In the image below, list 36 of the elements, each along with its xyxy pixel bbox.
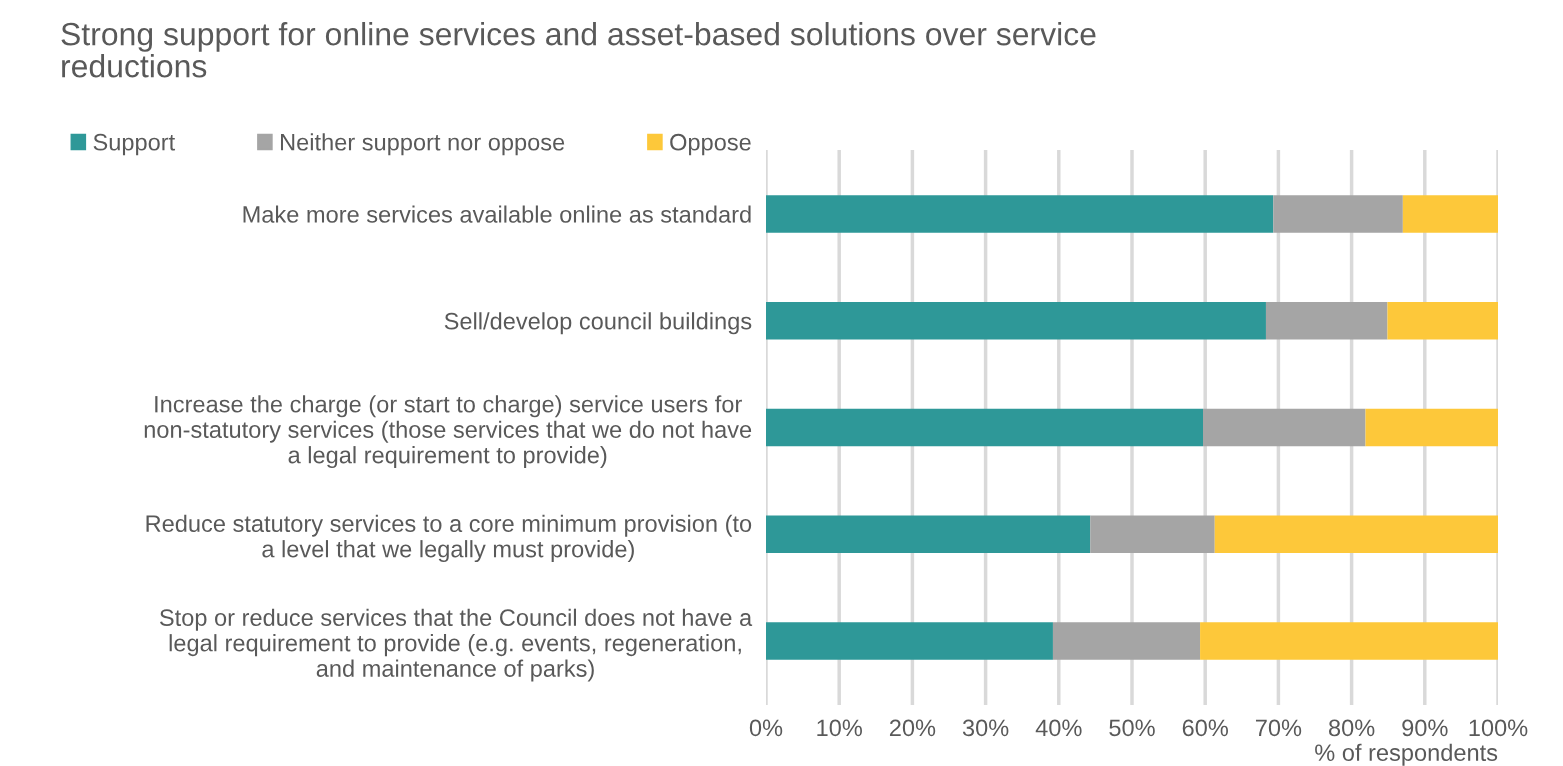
x-tick-label: 80% xyxy=(1329,719,1375,737)
x-tick-label: 40% xyxy=(1035,719,1082,737)
bar xyxy=(766,515,1091,553)
bar xyxy=(766,622,1053,660)
bar xyxy=(1203,408,1366,447)
x-tick-label: 20% xyxy=(889,719,936,737)
bar xyxy=(766,195,1274,233)
bar xyxy=(1387,302,1498,340)
bar xyxy=(766,302,1266,340)
y-tick-label: Make more services available online as standard xyxy=(243,205,751,223)
legend-label: Neither support nor oppose xyxy=(281,133,565,156)
bar xyxy=(1214,515,1498,553)
y-tick-label: Reduce statutory services to a core minimum provision (to a level that we legally must provide) xyxy=(146,514,752,563)
y-tick-label: Sell/develop council buildings xyxy=(444,312,752,335)
x-tick-label: 90% xyxy=(1402,719,1448,737)
x-tick-label: 30% xyxy=(962,719,1009,737)
y-tick-label: Increase the charge (or start to charge) service users for non-statutory services (those services that we do not have a legal requirement to provide) xyxy=(144,395,752,469)
legend-label: Oppose xyxy=(670,133,751,156)
x-tick-label: 0% xyxy=(749,719,783,737)
bar xyxy=(1090,515,1215,553)
x-axis-title: % of respondents xyxy=(1315,743,1498,766)
y-tick-label: Stop or reduce services that the Council does not have a legal requirement to provide (e.g. events, regeneration, and maintenance of parks) xyxy=(159,608,753,682)
bar xyxy=(1365,408,1498,447)
x-tick-label: 70% xyxy=(1255,719,1302,737)
bar xyxy=(1200,622,1498,660)
bar xyxy=(1273,195,1403,233)
bar xyxy=(1052,622,1201,660)
x-tick-label: 100% xyxy=(1469,719,1528,737)
x-tick-label: 60% xyxy=(1182,719,1228,737)
bar xyxy=(1402,195,1498,233)
legend-label: Support xyxy=(93,133,176,156)
x-tick-label: 10% xyxy=(817,719,862,737)
x-tick-label: 50% xyxy=(1109,719,1155,737)
bar xyxy=(766,408,1203,447)
chart-title: Strong support for online services and asset-based solutions over service reductions xyxy=(61,22,1096,78)
bar xyxy=(1265,302,1388,340)
